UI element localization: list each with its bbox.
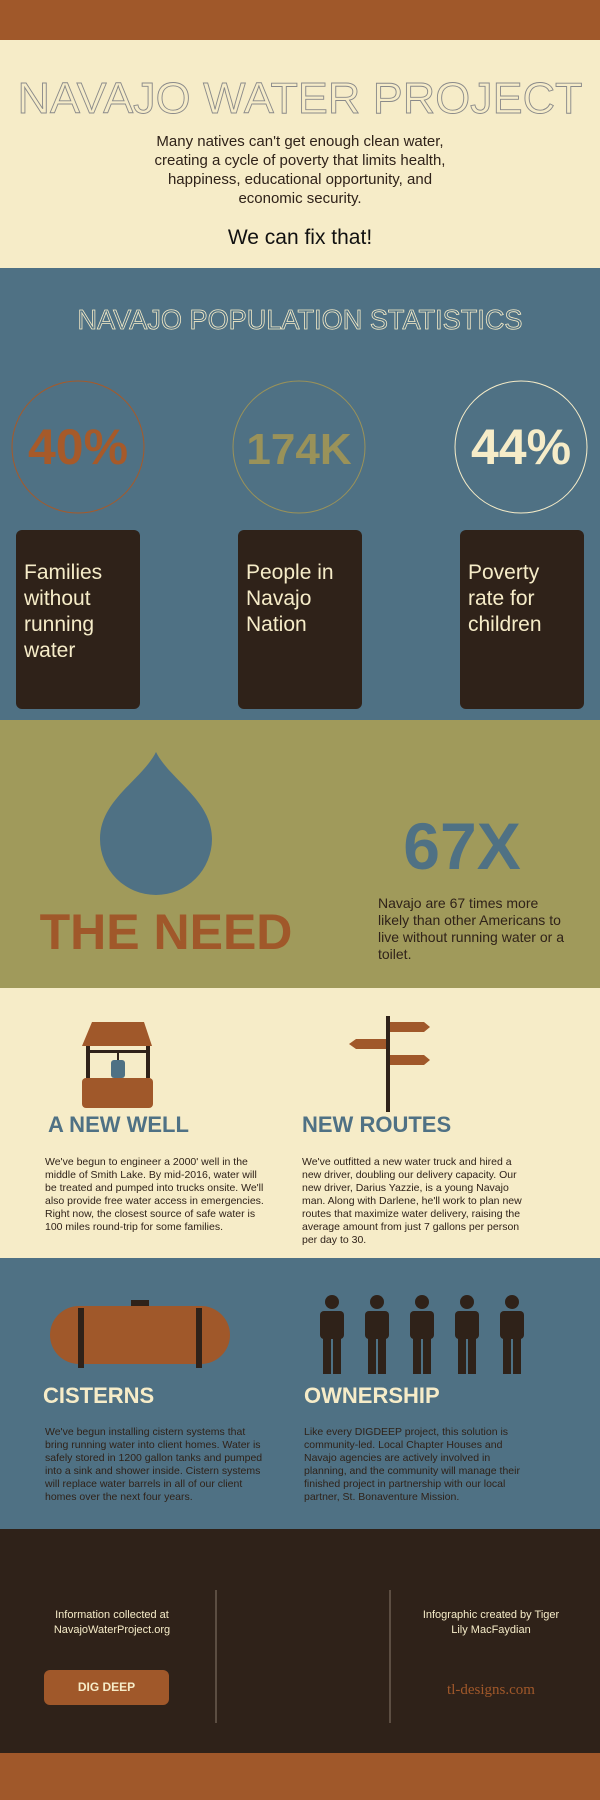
stat-value: 44% — [471, 419, 571, 475]
stat-box: People in Navajo Nation — [238, 530, 362, 709]
project-title: CISTERNS — [43, 1383, 155, 1408]
signpost-icon — [349, 1016, 430, 1112]
stat-circle — [232, 380, 366, 514]
intro: Many natives can't get enough clean wate… — [154, 133, 446, 207]
bottom-bar — [0, 1753, 600, 1800]
project-text: Like every DIGDEEP project, this solutio… — [304, 1426, 520, 1503]
dig-deep-button[interactable]: DIG DEEP — [44, 1670, 169, 1705]
stat-circle — [454, 380, 588, 514]
people-icon — [320, 1295, 524, 1374]
stat-value: 40% — [28, 419, 128, 475]
well-icon — [82, 1022, 153, 1108]
tagline: We can fix that! — [227, 226, 373, 249]
project-title: A NEW WELL — [48, 1112, 189, 1137]
stat-circle — [11, 380, 145, 514]
top-bar — [0, 0, 600, 40]
project-text: We've begun installing cistern systems t… — [45, 1426, 263, 1503]
projects-section — [0, 1258, 600, 1529]
stat-box: Families without running water — [16, 530, 140, 709]
need-stat: 67X — [403, 809, 520, 883]
need-text: Navajo are 67 times more likely than oth… — [378, 895, 564, 962]
footer — [0, 1529, 600, 1753]
stat-value: 174K — [246, 425, 351, 474]
need-title: THE NEED — [40, 904, 293, 960]
project-text: We've outfitted a new water truck and hi… — [302, 1156, 522, 1246]
stat-label: Poverty rate for children — [468, 561, 542, 636]
cistern-icon — [50, 1300, 230, 1368]
site: tl-designs.com — [447, 1682, 535, 1698]
water-drop — [100, 752, 212, 895]
project-title: OWNERSHIP — [304, 1383, 440, 1408]
stats-title: NAVAJO POPULATION STATISTICS — [78, 304, 523, 335]
need-section — [0, 720, 600, 988]
project-text: We've begun to engineer a 2000' well in … — [45, 1156, 264, 1233]
source: Information collected at NavajoWaterProj… — [53, 1609, 171, 1636]
stat-box: Poverty rate for children — [460, 530, 584, 709]
credit: Infographic created by Tiger Lily MacFay… — [422, 1609, 560, 1636]
stat-label: Families without running water — [24, 561, 103, 662]
stat-label: People in Navajo Nation — [246, 561, 334, 636]
title: NAVAJO WATER PROJECT — [18, 74, 583, 123]
project-title: NEW ROUTES — [302, 1112, 452, 1137]
